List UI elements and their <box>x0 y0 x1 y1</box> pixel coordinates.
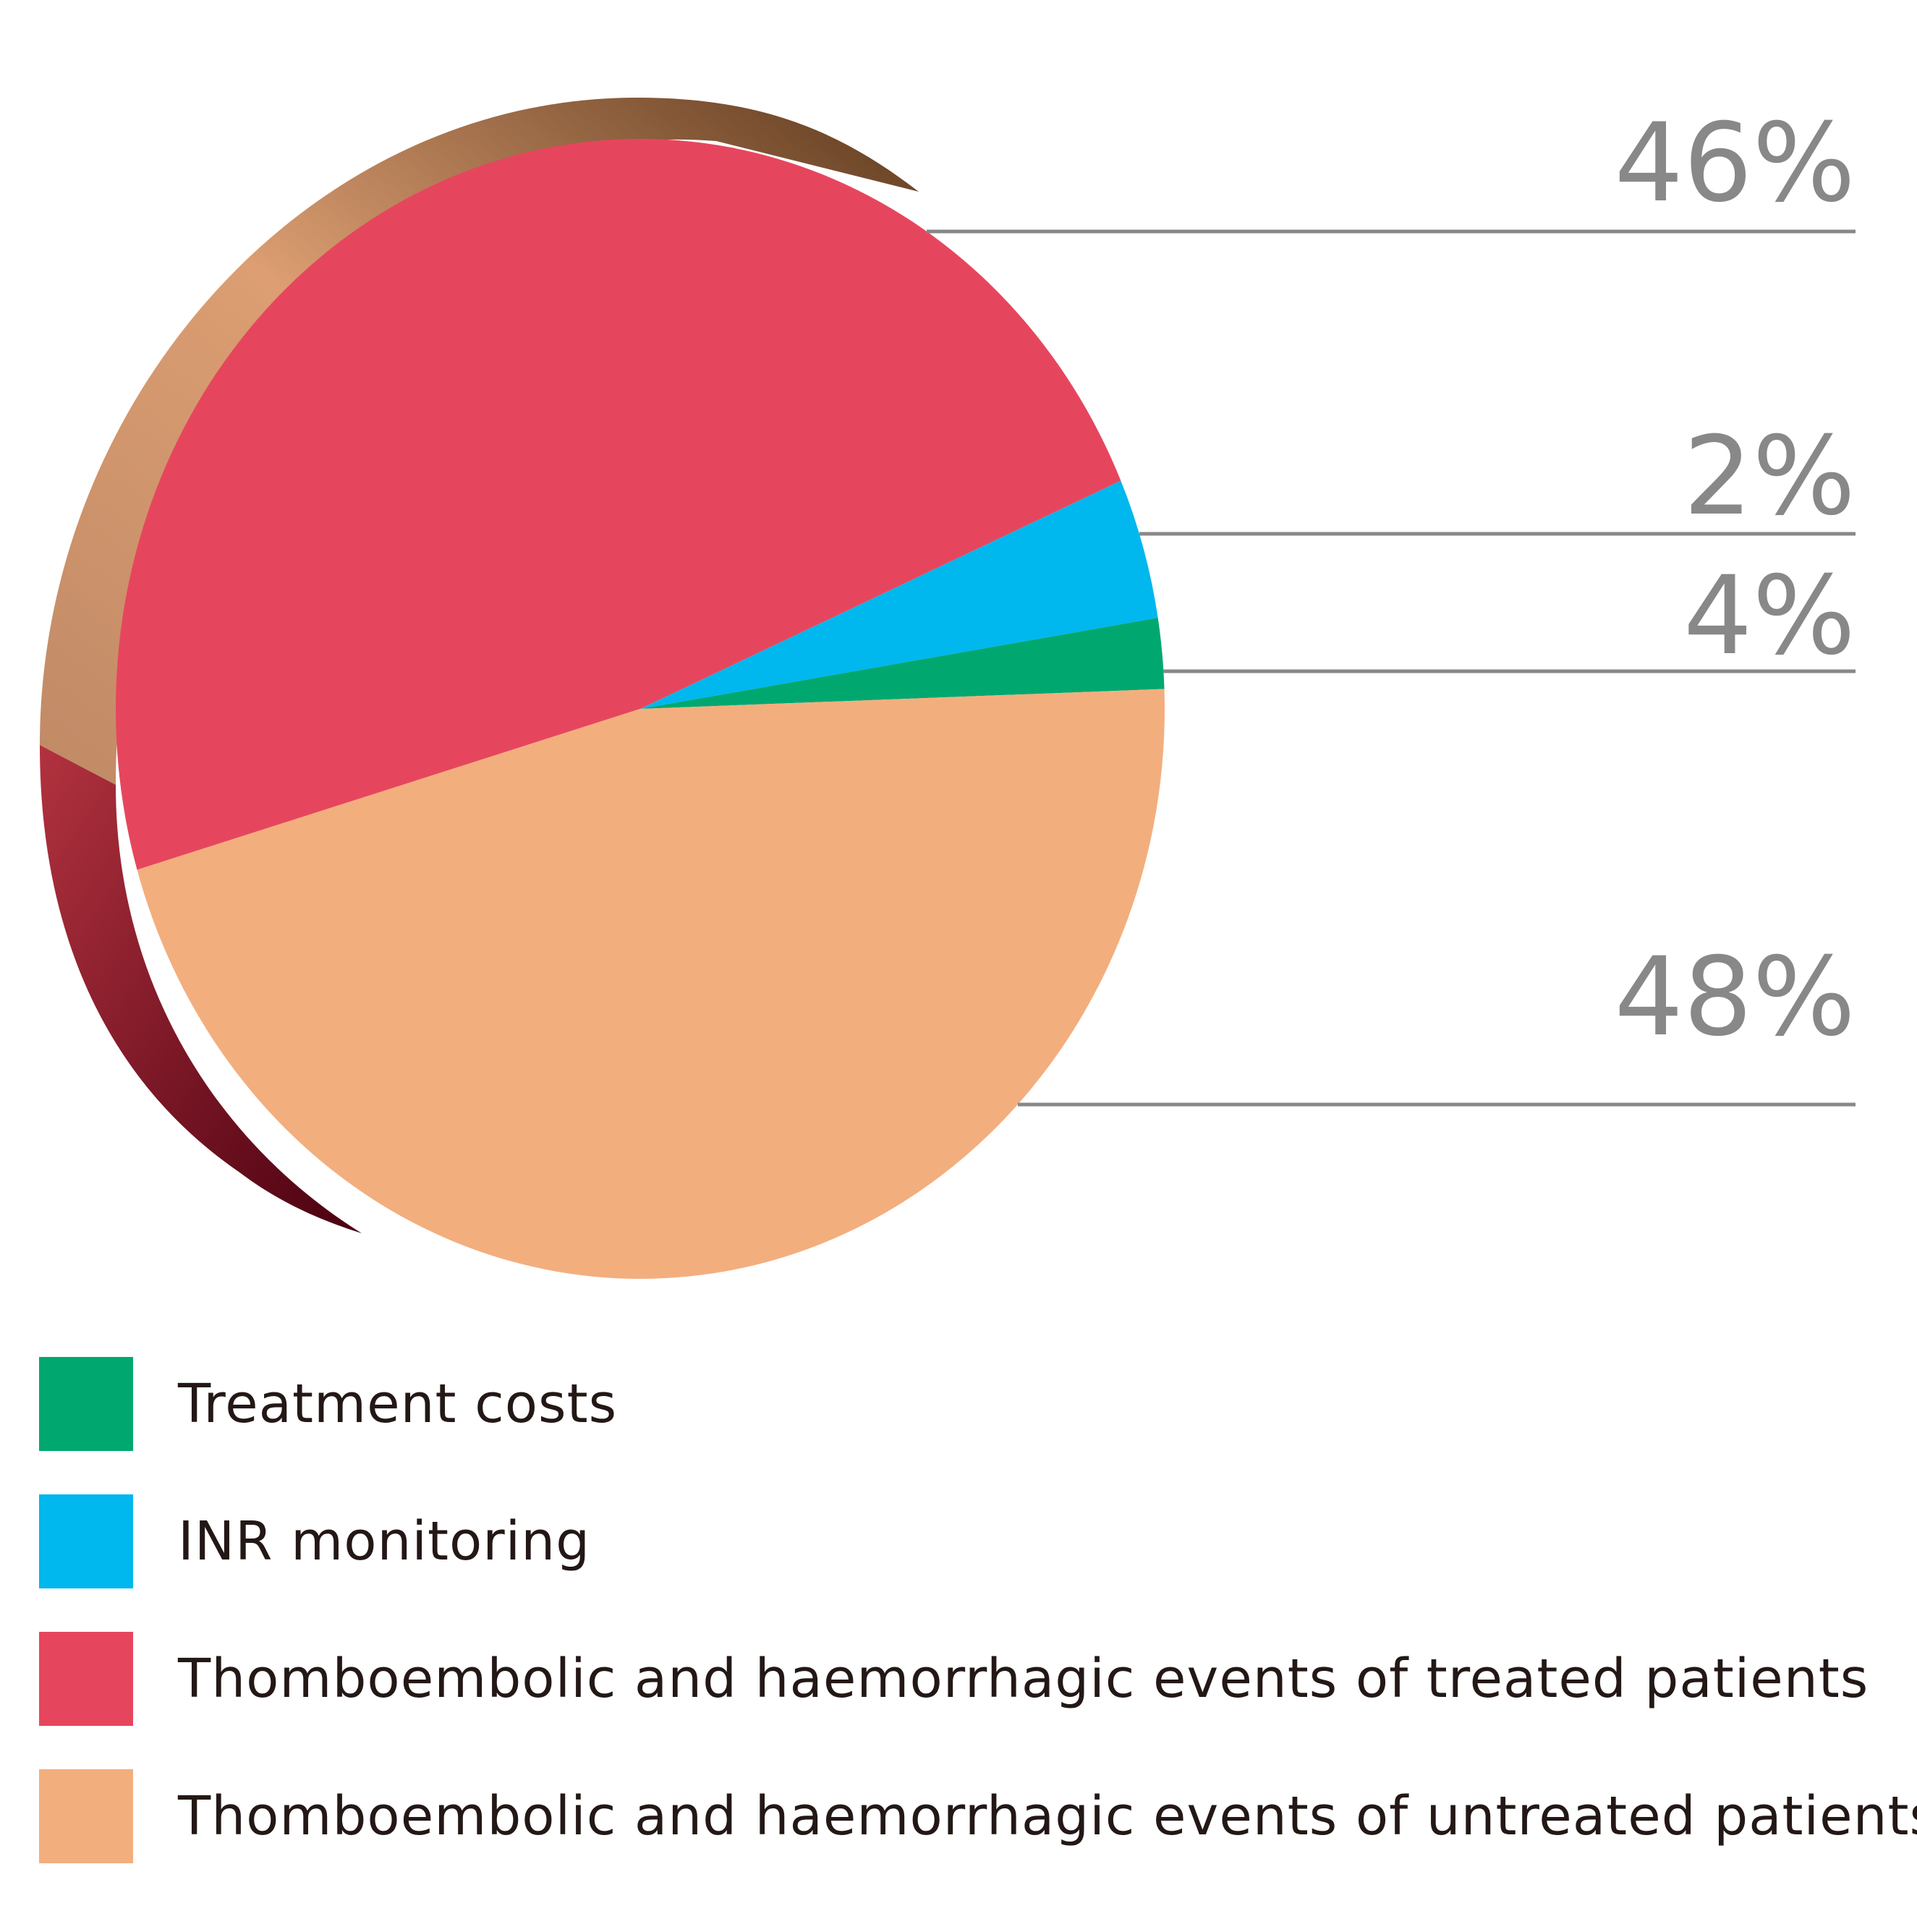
legend-swatch <box>39 1494 133 1588</box>
legend-swatch <box>39 1769 133 1863</box>
legend-label: Treatment costs <box>178 1373 618 1435</box>
legend-swatch <box>39 1632 133 1726</box>
legend-item-1: Treatment costs <box>39 1357 1917 1451</box>
pie-slice-2 <box>640 480 1158 709</box>
percent-label-4: 46% <box>1615 101 1856 226</box>
percent-label-2: 4% <box>1683 553 1856 679</box>
legend-label: Thomboembolic and haemorrhagic events of… <box>178 1785 1917 1847</box>
legend-label: INR monitoring <box>178 1510 591 1573</box>
legend-item-2: INR monitoring <box>39 1494 1917 1588</box>
pie-rim-upper <box>40 98 919 785</box>
legend-item-3: Thomboembolic and haemorrhagic events of… <box>39 1632 1917 1726</box>
pie-slice-4 <box>137 689 1165 1280</box>
pie-slice-1 <box>640 618 1165 709</box>
pie-slice-3 <box>115 138 1121 870</box>
legend-swatch <box>39 1357 133 1451</box>
pie-rim-lower <box>40 745 362 1233</box>
percent-label-3: 48% <box>1615 935 1856 1060</box>
pie-chart: 2% 4% 48% 46% <box>40 98 1856 1280</box>
legend-item-4: Thomboembolic and haemorrhagic events of… <box>39 1769 1917 1863</box>
legend: Treatment costs INR monitoring Thomboembol… <box>39 1357 1917 1907</box>
pie-3d-rim <box>40 98 919 1233</box>
legend-label: Thomboembolic and haemorrhagic events of… <box>178 1648 1869 1710</box>
percent-label-1: 2% <box>1683 414 1856 540</box>
